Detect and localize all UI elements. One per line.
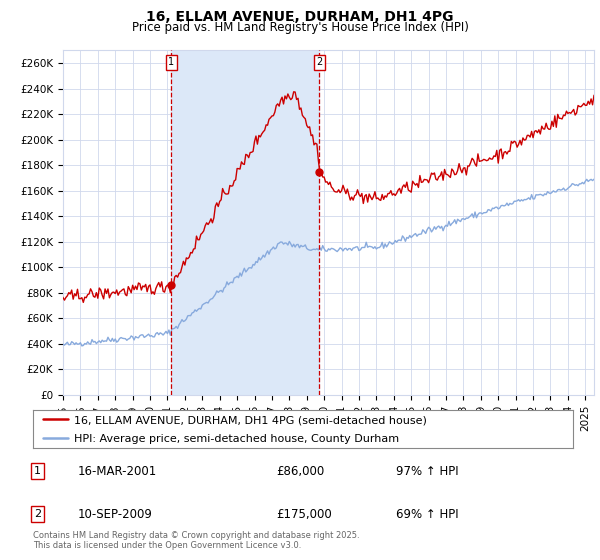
Text: 16, ELLAM AVENUE, DURHAM, DH1 4PG (semi-detached house): 16, ELLAM AVENUE, DURHAM, DH1 4PG (semi-… <box>74 415 427 425</box>
Text: HPI: Average price, semi-detached house, County Durham: HPI: Average price, semi-detached house,… <box>74 434 398 444</box>
Text: £86,000: £86,000 <box>276 465 324 478</box>
Text: Price paid vs. HM Land Registry's House Price Index (HPI): Price paid vs. HM Land Registry's House … <box>131 21 469 34</box>
Text: 1: 1 <box>34 466 41 476</box>
Text: 1: 1 <box>168 57 174 67</box>
Text: 97% ↑ HPI: 97% ↑ HPI <box>396 465 458 478</box>
Text: 69% ↑ HPI: 69% ↑ HPI <box>396 508 458 521</box>
Text: 16, ELLAM AVENUE, DURHAM, DH1 4PG: 16, ELLAM AVENUE, DURHAM, DH1 4PG <box>146 10 454 24</box>
Text: 16-MAR-2001: 16-MAR-2001 <box>78 465 157 478</box>
Text: £175,000: £175,000 <box>276 508 332 521</box>
Text: 10-SEP-2009: 10-SEP-2009 <box>78 508 153 521</box>
Text: 2: 2 <box>34 509 41 519</box>
Text: 2: 2 <box>316 57 322 67</box>
Text: Contains HM Land Registry data © Crown copyright and database right 2025.
This d: Contains HM Land Registry data © Crown c… <box>33 530 359 550</box>
Bar <box>171 50 319 395</box>
